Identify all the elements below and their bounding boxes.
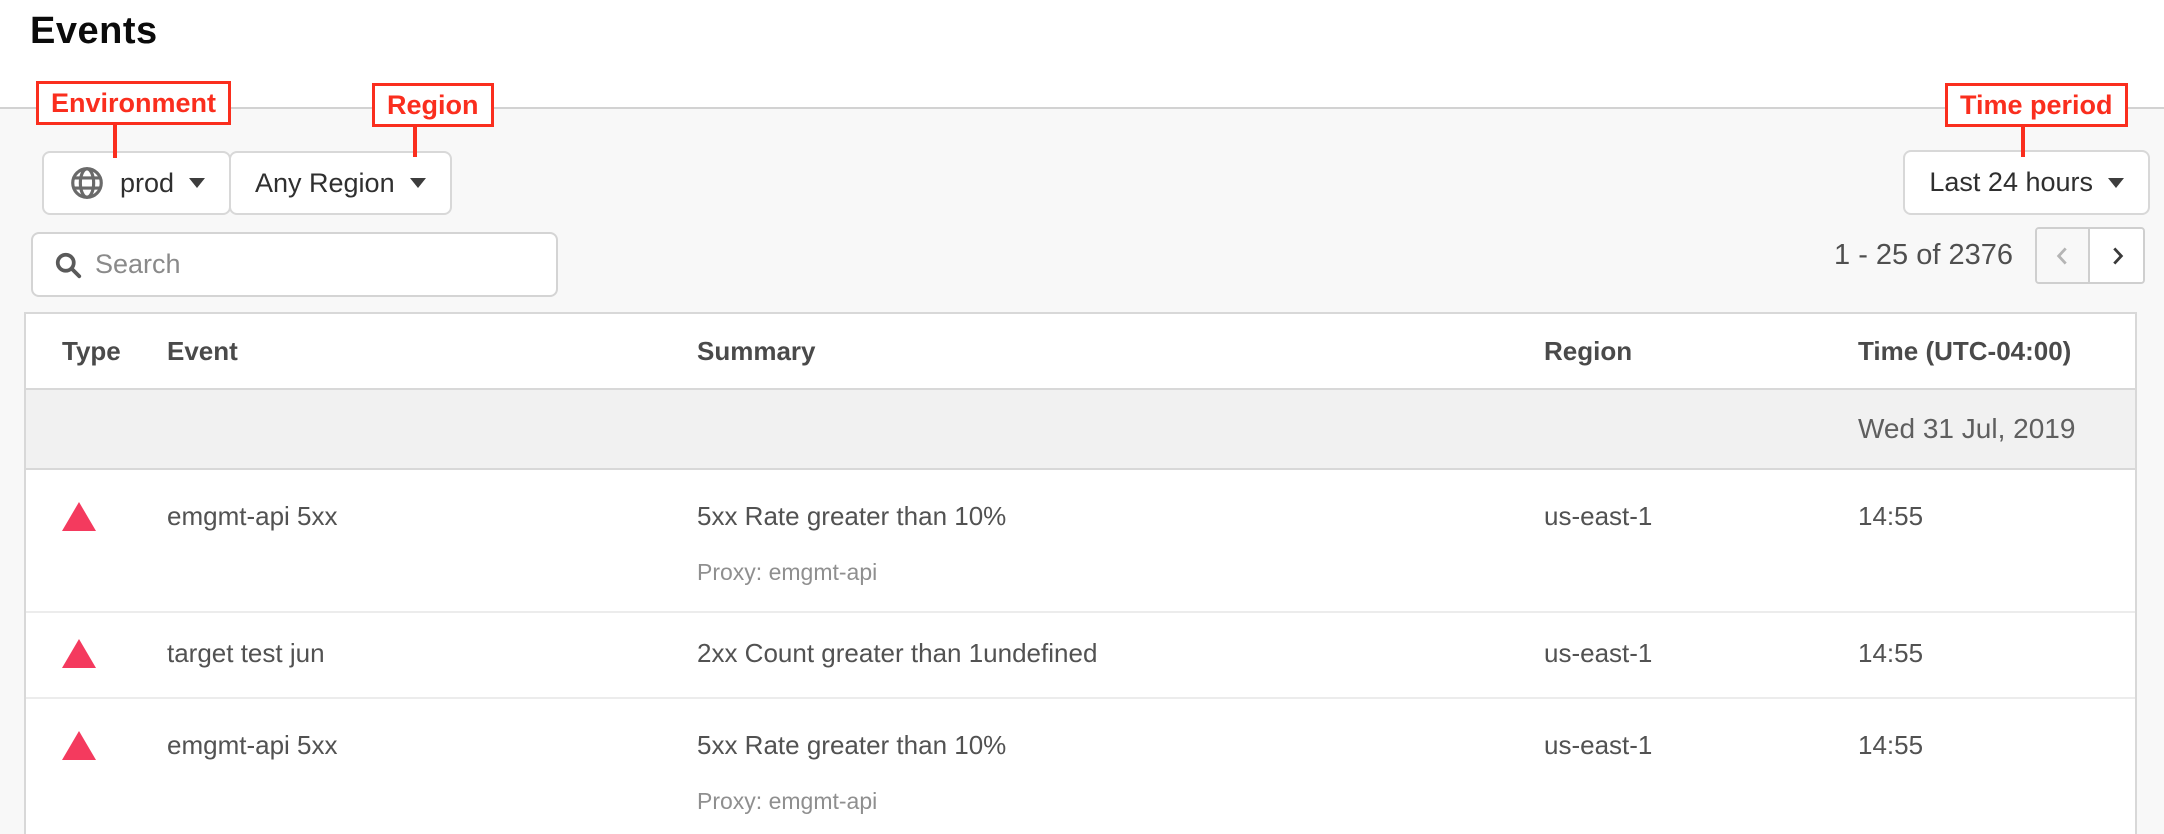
region-dropdown[interactable]: Any Region — [229, 151, 452, 215]
column-header-summary: Summary — [697, 335, 816, 366]
chevron-right-icon — [2112, 246, 2123, 265]
event-name: emgmt-api 5xx — [167, 730, 338, 760]
event-region: us-east-1 — [1544, 638, 1653, 668]
table-row[interactable]: emgmt-api 5xx 5xx Rate greater than 10% … — [26, 470, 2135, 611]
region-value: Any Region — [255, 167, 395, 198]
environment-callout-line — [113, 122, 117, 158]
pagination-range: 1 - 25 of 2376 — [1834, 239, 2013, 271]
globe-icon — [71, 167, 103, 199]
event-summary-sub: Proxy: emgmt-api — [697, 788, 878, 814]
region-callout-line — [413, 121, 417, 157]
table-row[interactable]: emgmt-api 5xx 5xx Rate greater than 10% … — [26, 697, 2135, 834]
event-region: us-east-1 — [1544, 501, 1653, 531]
environment-dropdown[interactable]: prod — [42, 151, 232, 215]
chevron-left-icon — [2056, 246, 2067, 265]
next-page-button[interactable] — [2090, 229, 2143, 282]
chevron-down-icon — [409, 178, 426, 188]
date-label: Wed 31 Jul, 2019 — [1858, 413, 2076, 444]
time-period-callout: Time period — [1945, 83, 2128, 128]
column-header-region: Region — [1544, 335, 1633, 366]
alert-triangle-icon — [62, 502, 96, 531]
event-summary: 5xx Rate greater than 10% — [697, 501, 1007, 531]
search-icon — [55, 252, 82, 278]
chevron-down-icon — [2108, 177, 2124, 188]
page-title: Events — [30, 10, 158, 52]
column-header-time: Time (UTC-04:00) — [1858, 335, 2072, 366]
region-callout: Region — [372, 83, 494, 128]
search-box[interactable] — [31, 232, 558, 297]
time-period-dropdown[interactable]: Last 24 hours — [1903, 150, 2150, 215]
time-period-callout-line — [2021, 123, 2025, 157]
event-summary: 2xx Count greater than 1undefined — [697, 638, 1098, 668]
event-name: emgmt-api 5xx — [167, 501, 338, 531]
event-summary-sub: Proxy: emgmt-api — [697, 559, 878, 585]
column-header-event: Event — [167, 335, 238, 366]
column-header-type: Type — [62, 335, 121, 366]
previous-page-button[interactable] — [2037, 229, 2090, 282]
event-summary: 5xx Rate greater than 10% — [697, 730, 1007, 760]
environment-value: prod — [120, 167, 175, 198]
chevron-down-icon — [189, 178, 206, 188]
event-time: 14:55 — [1858, 638, 1924, 668]
search-input[interactable] — [95, 249, 536, 280]
event-time: 14:55 — [1858, 501, 1924, 531]
event-region: us-east-1 — [1544, 730, 1653, 760]
date-group-row: Wed 31 Jul, 2019 — [26, 388, 2135, 470]
event-time: 14:55 — [1858, 730, 1924, 760]
alert-triangle-icon — [62, 731, 96, 760]
pagination: 1 - 25 of 2376 — [1834, 227, 2145, 284]
table-row[interactable]: target test jun 2xx Count greater than 1… — [26, 611, 2135, 697]
event-name: target test jun — [167, 638, 325, 668]
time-period-value: Last 24 hours — [1929, 167, 2093, 197]
alert-triangle-icon — [62, 639, 96, 668]
environment-callout: Environment — [36, 81, 232, 126]
pager-buttons — [2035, 227, 2145, 284]
events-table: Type Event Summary Region Time (UTC-04:0… — [24, 312, 2137, 834]
table-header-row: Type Event Summary Region Time (UTC-04:0… — [26, 314, 2135, 388]
content-area: prod Any Region Last 24 hours 1 - 25 of … — [0, 107, 2164, 834]
